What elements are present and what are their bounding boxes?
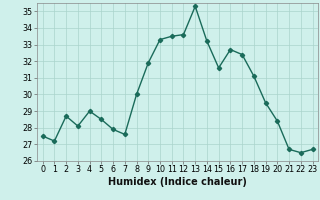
X-axis label: Humidex (Indice chaleur): Humidex (Indice chaleur) (108, 177, 247, 187)
